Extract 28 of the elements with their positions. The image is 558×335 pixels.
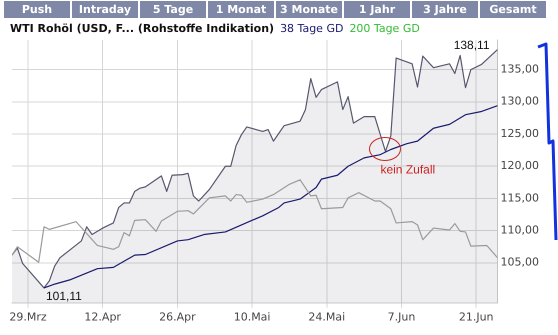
y-tick-label: 135,00 bbox=[500, 62, 540, 76]
text: Intraday bbox=[72, 1, 138, 18]
annotation: kein Zufall bbox=[380, 162, 436, 176]
text: 1 Jahr bbox=[344, 1, 410, 18]
y-tick-label: 115,00 bbox=[500, 191, 540, 204]
y-tick-label: 105,00 bbox=[500, 256, 540, 269]
y-tick-label: 120,00 bbox=[500, 159, 540, 172]
text: Push bbox=[4, 1, 70, 18]
text: Gesamt bbox=[480, 1, 546, 18]
x-tick-label: 21.Jun bbox=[458, 310, 494, 324]
x-tick-label: 7.Jun bbox=[388, 310, 416, 324]
x-tick-label: 24.Mai bbox=[308, 310, 346, 324]
x-tick-label: 10.Mai bbox=[234, 310, 270, 324]
annotation: 138,11 bbox=[454, 38, 490, 52]
text: 1 Monat bbox=[208, 1, 274, 18]
text: 3 Jahre bbox=[412, 1, 478, 18]
text: 38 Tage GD bbox=[280, 22, 344, 35]
y-tick-label: 110,00 bbox=[500, 224, 540, 237]
x-tick-label: 12.Apr bbox=[84, 310, 122, 324]
x-tick-label: 29.Mrz bbox=[9, 310, 47, 324]
y-tick-label: 125,00 bbox=[500, 126, 540, 140]
legend-label: 200 Tage GD bbox=[349, 22, 420, 35]
y-tick-label: 130,00 bbox=[500, 94, 540, 108]
chart-title: WTI Rohöl (USD, F... (Rohstoffe Indikation) bbox=[10, 22, 274, 35]
text: 3 Monate bbox=[276, 1, 342, 18]
x-tick-label: 26.Apr bbox=[159, 310, 196, 324]
text: 5 Tage bbox=[140, 1, 206, 18]
annotation: 101,11 bbox=[46, 289, 82, 304]
